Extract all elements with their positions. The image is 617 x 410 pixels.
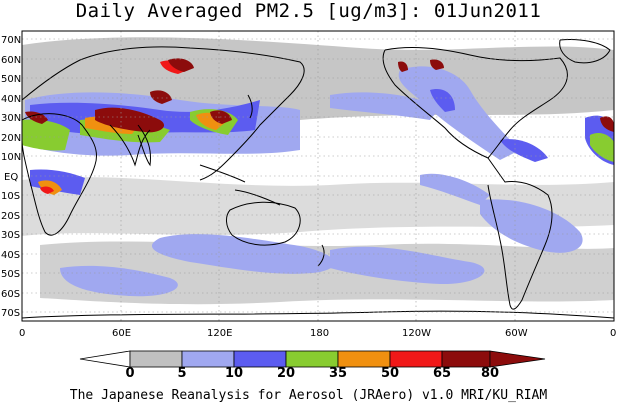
colorbar-cell (441, 350, 491, 368)
colorbar-label: 20 (276, 366, 296, 381)
lat-label: 40S (1, 250, 20, 261)
colorbar-label: 65 (432, 366, 452, 381)
lon-label: 60W (505, 328, 528, 339)
lat-label: 50S (1, 269, 20, 280)
lon-label: 0 (19, 328, 25, 339)
map-title: Daily Averaged PM2.5 [ug/m3]: 01Jun2011 (75, 0, 542, 22)
lat-label: 10S (1, 191, 20, 202)
colorbar-cell (233, 350, 287, 368)
colorbar-cell (285, 350, 339, 368)
lat-label: 60N (1, 55, 21, 66)
colorbar-label: 10 (224, 366, 244, 381)
lon-label: 120E (207, 328, 232, 339)
lon-label: 0 (610, 328, 616, 339)
lon-label: 180 (310, 328, 329, 339)
lat-label: 70N (1, 35, 21, 46)
colorbar-label: 50 (380, 366, 400, 381)
colorbar-cell (337, 350, 391, 368)
colorbar-label: 5 (177, 366, 187, 381)
colorbar-cell (79, 350, 131, 368)
lat-label: 20S (1, 211, 20, 222)
colorbar-label: 35 (328, 366, 348, 381)
lat-label: 10N (1, 152, 21, 163)
lat-label: 30S (1, 230, 20, 241)
colorbar (79, 350, 546, 368)
lat-label: EQ (4, 172, 18, 183)
lat-label: 30N (1, 113, 21, 124)
graticule (22, 31, 614, 321)
lat-label: 50N (1, 74, 21, 85)
colorbar-label: 80 (480, 366, 500, 381)
colorbar-cell (181, 350, 235, 368)
credit-line: The Japanese Reanalysis for Aerosol (JRA… (69, 388, 548, 403)
longitude-labels: 0 60E 120E 180 120W 60W 0 (19, 328, 616, 339)
lat-label: 60S (1, 289, 20, 300)
latitude-labels: 70N 60N 50N 40N 30N 20N 10N EQ 10S 20S 3… (1, 35, 21, 319)
colorbar-cell (489, 350, 546, 368)
lat-label: 40N (1, 94, 21, 105)
colorbar-cell (389, 350, 443, 368)
colorbar-cell (129, 350, 183, 368)
colorbar-label: 0 (125, 366, 135, 381)
map-frame (21, 30, 615, 322)
lon-label: 120W (402, 328, 431, 339)
lon-label: 60E (112, 328, 131, 339)
lat-label: 20N (1, 133, 21, 144)
lat-label: 70S (1, 308, 20, 319)
